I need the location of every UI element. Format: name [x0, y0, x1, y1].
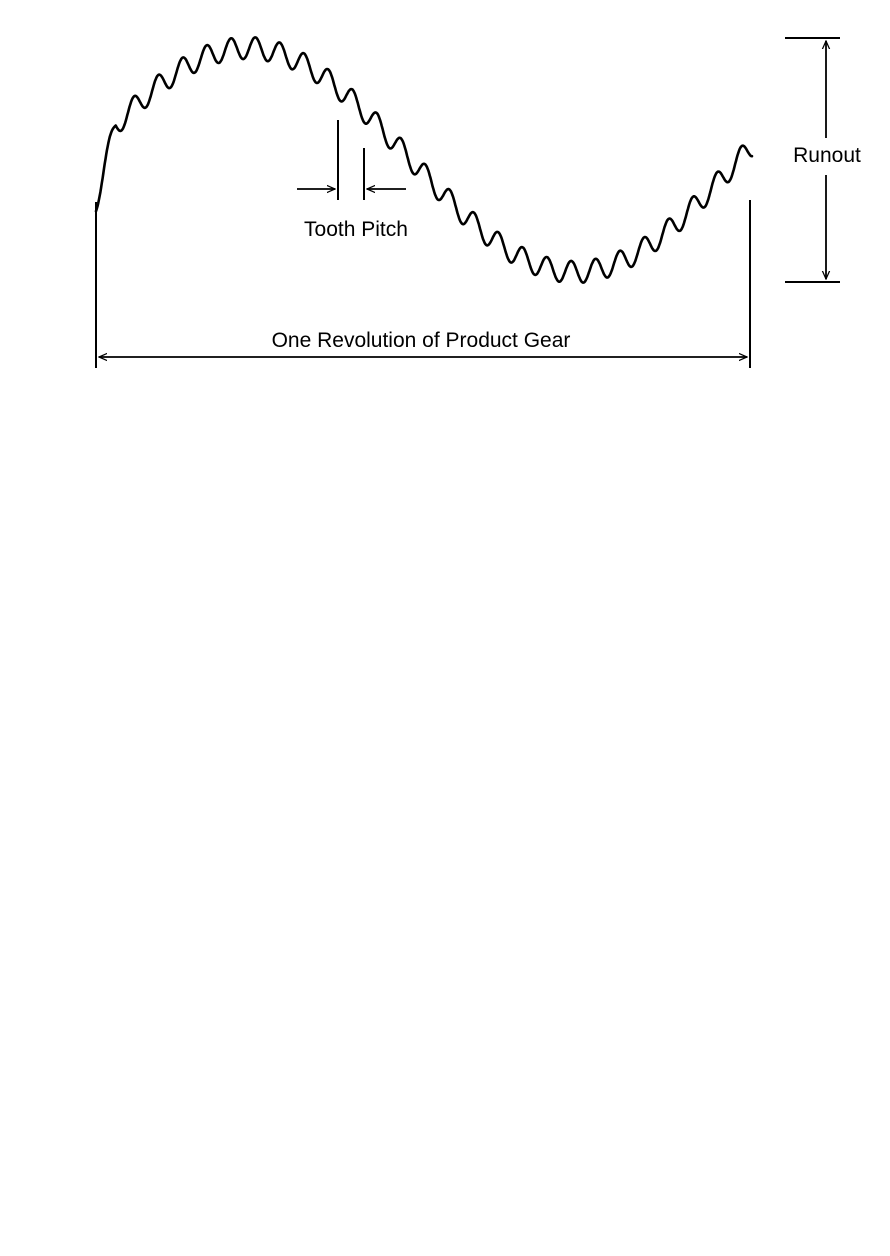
tooth-pitch-dimension: Tooth Pitch: [297, 120, 408, 241]
runout-label: Runout: [793, 144, 861, 167]
runout-dimension: Runout: [785, 37, 861, 283]
revolution-dimension: One Revolution of Product Gear: [95, 200, 751, 368]
tooth-pitch-label: Tooth Pitch: [304, 218, 408, 241]
runout-waveform: [94, 36, 754, 284]
revolution-label: One Revolution of Product Gear: [272, 329, 571, 352]
